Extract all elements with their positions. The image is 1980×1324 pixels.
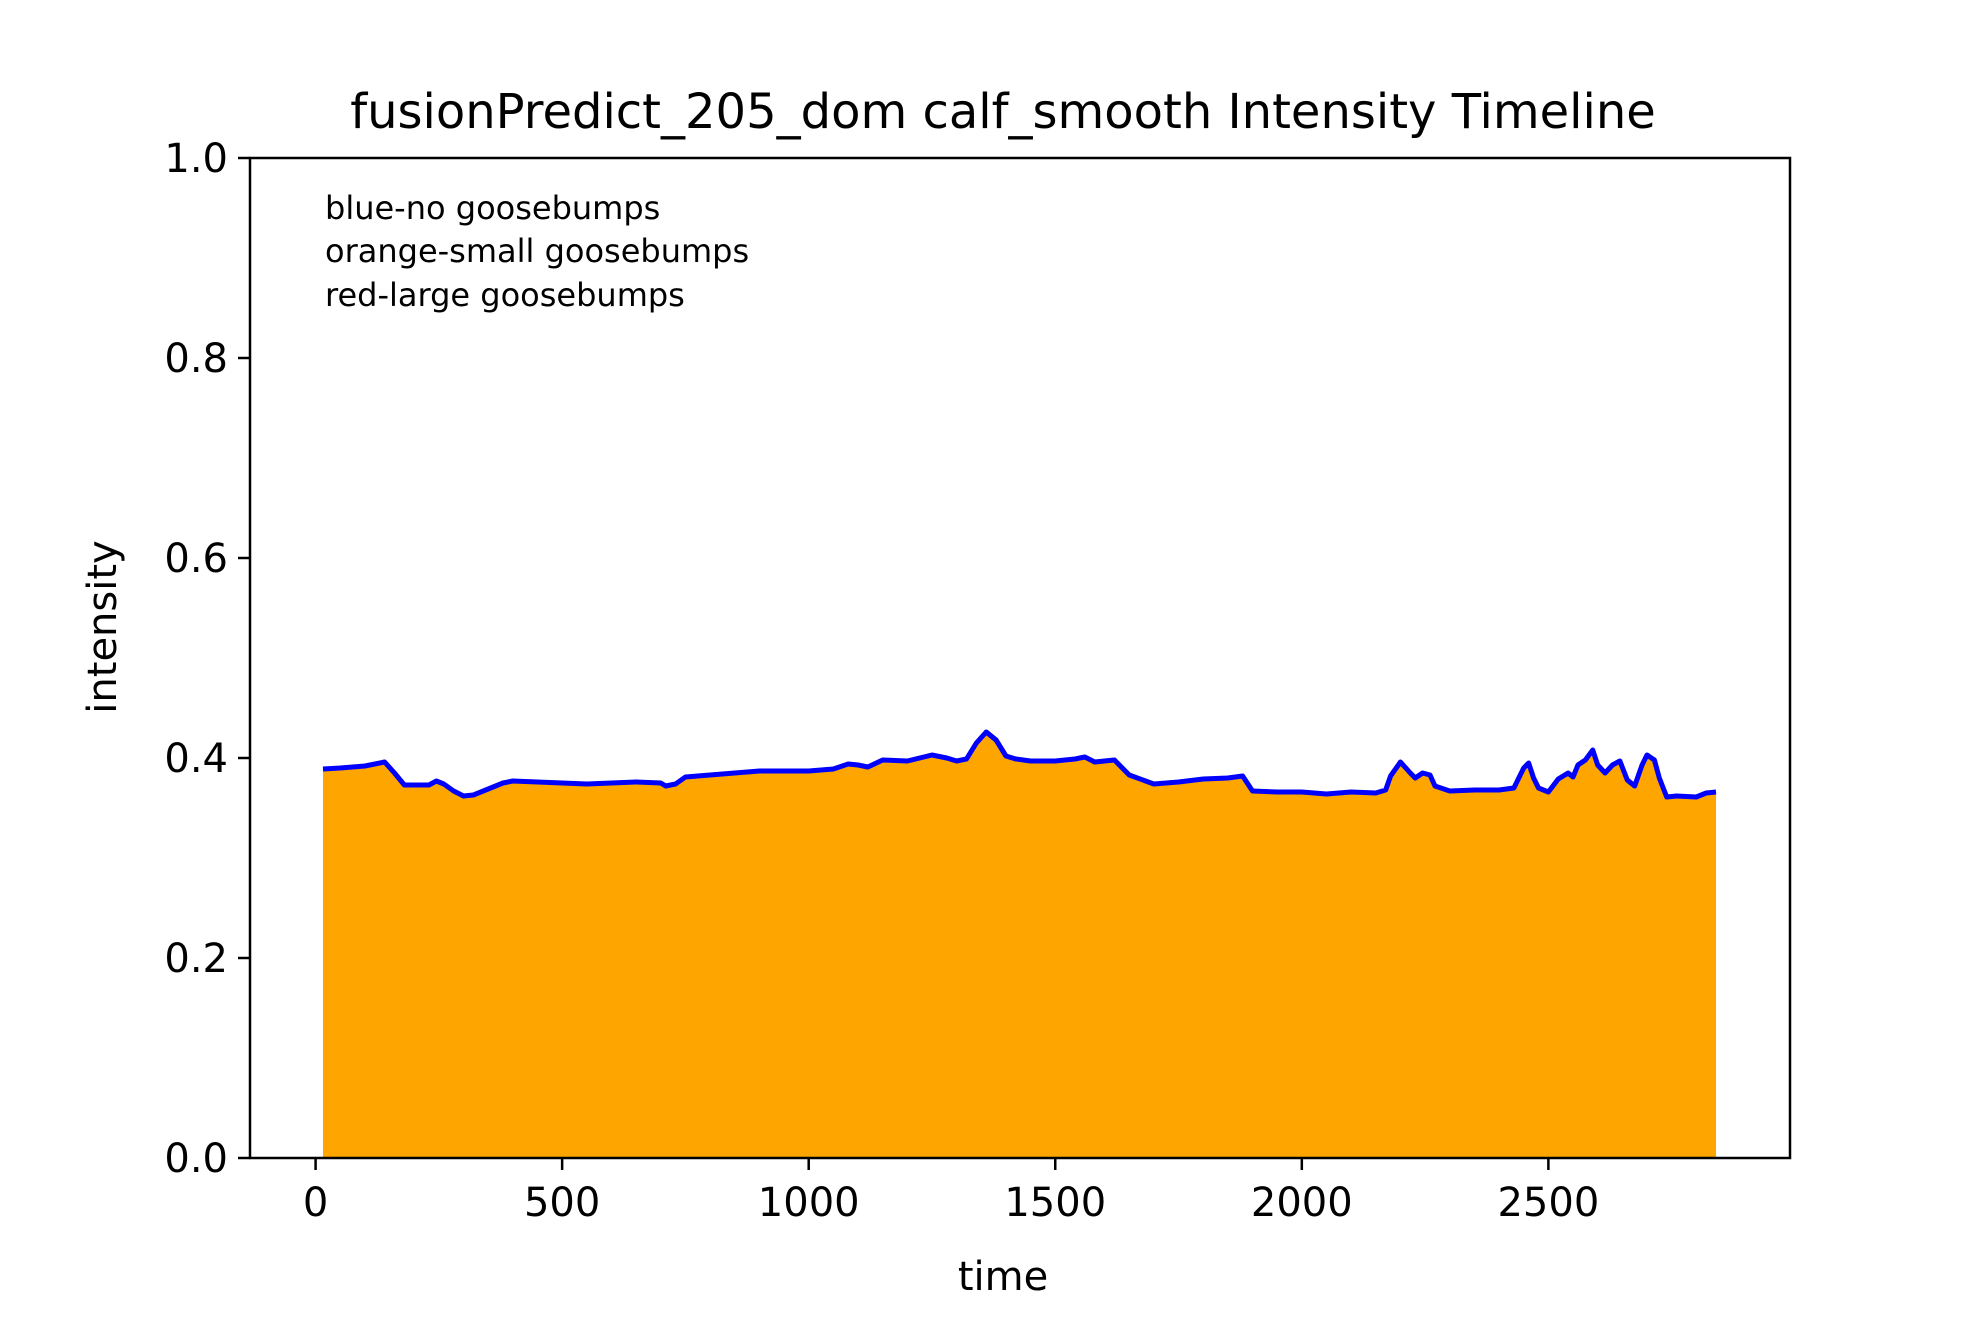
annotation-red: red-large goosebumps [325, 276, 685, 314]
plot-area [322, 729, 1717, 1158]
x-tick-label: 1500 [1004, 1180, 1106, 1226]
intensity-line [322, 729, 1717, 800]
plot-frame [248, 156, 1792, 1160]
x-tick-label: 2500 [1497, 1180, 1599, 1226]
intensity-area-fill [322, 732, 1717, 1158]
y-tick-label: 0.6 [164, 536, 228, 582]
x-tick-label: 2000 [1251, 1180, 1353, 1226]
x-axis-label: time [958, 1254, 1048, 1300]
axes: 0 500 1000 1500 2000 2500 0.0 0.2 0.4 0.6 0.8 1.0 [164, 136, 1792, 1226]
y-tick-label: 0.0 [164, 1136, 228, 1182]
y-tick-label: 0.4 [164, 736, 228, 782]
annotation-blue: blue-no goosebumps [325, 189, 660, 227]
x-tick-label: 500 [524, 1180, 600, 1226]
annotation-block: blue-no goosebumps orange-small goosebum… [325, 189, 749, 314]
x-tick-label: 1000 [758, 1180, 860, 1226]
x-tick-label: 0 [303, 1180, 328, 1226]
y-tick-label: 1.0 [164, 136, 228, 182]
y-axis-label: intensity [80, 540, 126, 713]
y-tick-label: 0.2 [164, 936, 228, 982]
chart-title: fusionPredict_205_dom calf_smooth Intens… [350, 84, 1656, 140]
annotation-orange: orange-small goosebumps [325, 232, 749, 270]
y-tick-label: 0.8 [164, 336, 228, 382]
